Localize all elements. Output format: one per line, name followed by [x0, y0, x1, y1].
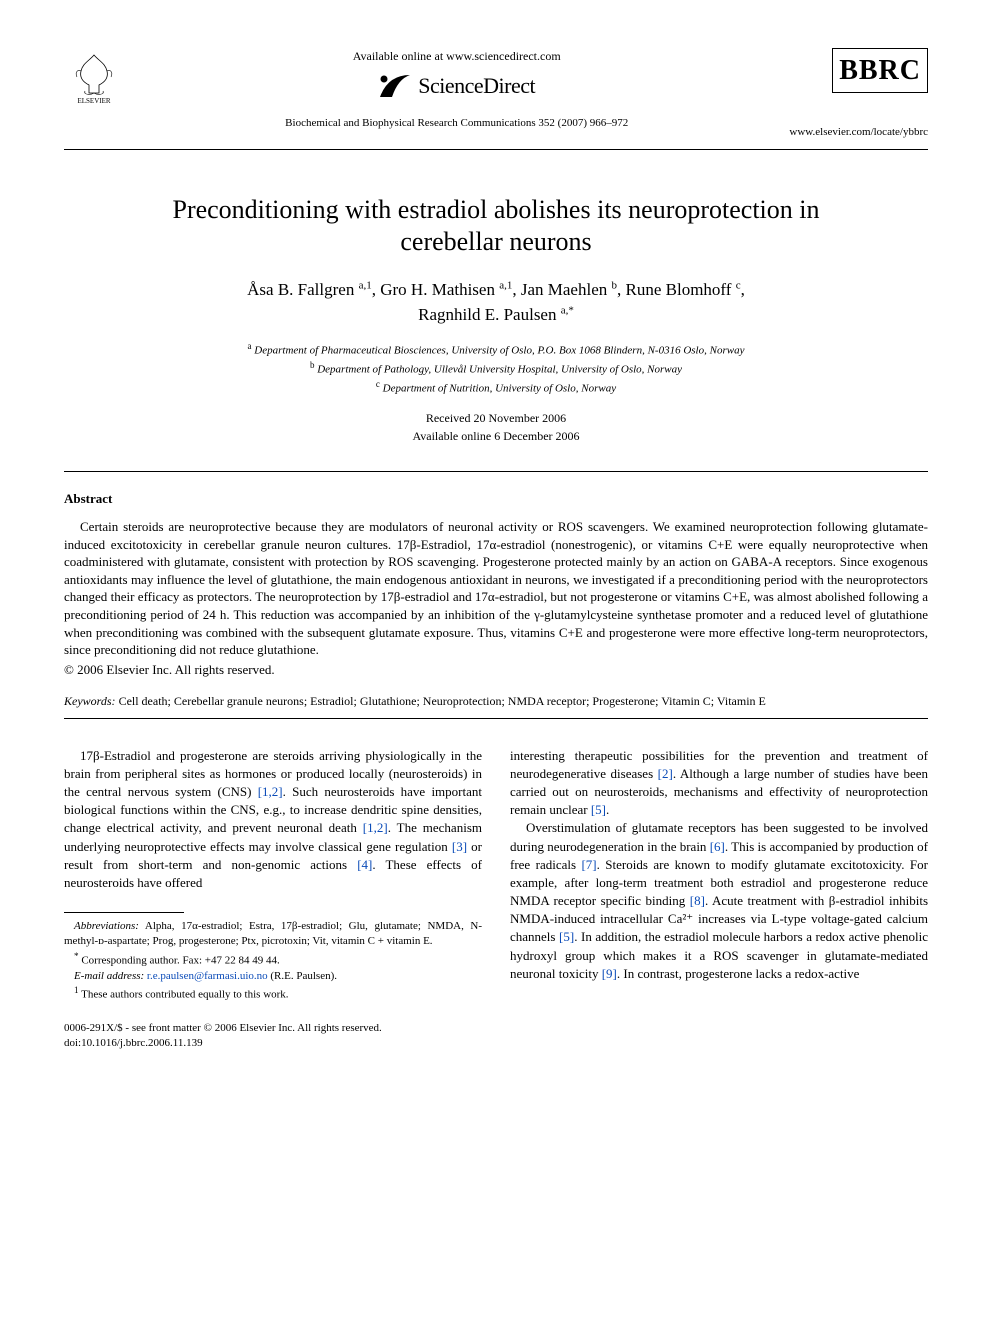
sciencedirect-text: ScienceDirect	[418, 71, 535, 102]
bbrc-logo: BBRC	[832, 48, 928, 93]
header-center: Available online at www.sciencedirect.co…	[124, 48, 789, 131]
ref-link[interactable]: [8]	[690, 893, 705, 908]
author-5-sup: a,*	[561, 304, 574, 316]
ref-link[interactable]: [4]	[357, 857, 372, 872]
ref-link[interactable]: [5]	[591, 802, 606, 817]
ref-link[interactable]: [6]	[710, 839, 725, 854]
column-right: interesting therapeutic possibilities fo…	[510, 747, 928, 1004]
abbreviations-footnote: Abbreviations: Alpha, 17α-estradiol; Est…	[64, 919, 482, 950]
author-5: Ragnhild E. Paulsen	[418, 305, 561, 324]
divider	[64, 471, 928, 472]
author-2-sup: a,1	[499, 279, 512, 291]
article-dates: Received 20 November 2006 Available onli…	[64, 409, 928, 445]
journal-citation: Biochemical and Biophysical Research Com…	[144, 116, 769, 131]
available-online-text: Available online at www.sciencedirect.co…	[144, 48, 769, 65]
footnote-divider	[64, 912, 184, 913]
sciencedirect-swoosh-icon	[378, 71, 412, 101]
paragraph: 17β-Estradiol and progesterone are stero…	[64, 747, 482, 893]
sep: ,	[617, 280, 626, 299]
sep: ,	[512, 280, 521, 299]
authors-list: Åsa B. Fallgren a,1, Gro H. Mathisen a,1…	[64, 277, 928, 328]
journal-url: www.elsevier.com/locate/ybbrc	[789, 125, 928, 140]
doi: doi:10.1016/j.bbrc.2006.11.139	[64, 1037, 203, 1049]
author-1-sup: a,1	[359, 279, 372, 291]
abstract-body: Certain steroids are neuroprotective bec…	[64, 518, 928, 658]
sciencedirect-logo: ScienceDirect	[144, 71, 769, 102]
body-text: . In contrast, progesterone lacks a redo…	[617, 966, 860, 981]
journal-header: ELSEVIER Available online at www.science…	[64, 48, 928, 150]
online-date: Available online 6 December 2006	[412, 429, 579, 443]
corresponding-footnote: * Corresponding author. Fax: +47 22 84 4…	[64, 950, 482, 969]
email-tail: (R.E. Paulsen).	[268, 970, 337, 982]
ref-link[interactable]: [7]	[581, 857, 596, 872]
article-title: Preconditioning with estradiol abolishes…	[124, 194, 868, 259]
abstract-copyright: © 2006 Elsevier Inc. All rights reserved…	[64, 661, 928, 679]
aff-b: Department of Pathology, Ullevål Univers…	[314, 363, 682, 375]
publisher-block: ELSEVIER	[64, 48, 124, 112]
divider	[64, 718, 928, 719]
paragraph: Overstimulation of glutamate receptors h…	[510, 819, 928, 983]
header-right: BBRC www.elsevier.com/locate/ybbrc	[789, 48, 928, 141]
ref-link[interactable]: [3]	[452, 839, 467, 854]
elsevier-logo: ELSEVIER	[64, 48, 124, 112]
abbrev-label: Abbreviations:	[74, 920, 139, 932]
sep: ,	[372, 280, 381, 299]
ref-link[interactable]: [2]	[658, 766, 673, 781]
sep: ,	[741, 280, 745, 299]
ref-link[interactable]: [1,2]	[258, 784, 283, 799]
footnotes: Abbreviations: Alpha, 17α-estradiol; Est…	[64, 919, 482, 1003]
email-label: E-mail address:	[74, 970, 144, 982]
received-date: Received 20 November 2006	[426, 411, 566, 425]
ref-link[interactable]: [9]	[602, 966, 617, 981]
keywords-label: Keywords:	[64, 694, 116, 708]
aff-c: Department of Nutrition, University of O…	[380, 383, 616, 395]
keywords-line: Keywords: Cell death; Cerebellar granule…	[64, 693, 928, 710]
affiliations: a Department of Pharmaceutical Bioscienc…	[64, 340, 928, 397]
ref-link[interactable]: [5]	[559, 929, 574, 944]
footer-meta: 0006-291X/$ - see front matter © 2006 El…	[64, 1021, 928, 1050]
elsevier-name: ELSEVIER	[77, 97, 110, 107]
column-left: 17β-Estradiol and progesterone are stero…	[64, 747, 482, 1004]
corr-text: Corresponding author. Fax: +47 22 84 49 …	[79, 955, 280, 967]
keywords-list: Cell death; Cerebellar granule neurons; …	[116, 694, 766, 708]
author-1: Åsa B. Fallgren	[247, 280, 358, 299]
author-2: Gro H. Mathisen	[380, 280, 499, 299]
elsevier-tree-icon	[71, 53, 117, 97]
aff-a: Department of Pharmaceutical Biosciences…	[252, 344, 745, 356]
author-3: Jan Maehlen	[521, 280, 612, 299]
body-text: .	[606, 802, 609, 817]
paragraph: interesting therapeutic possibilities fo…	[510, 747, 928, 820]
contrib-text: These authors contributed equally to thi…	[79, 989, 289, 1001]
email-link[interactable]: r.e.paulsen@farmasi.uio.no	[144, 970, 267, 982]
body-columns: 17β-Estradiol and progesterone are stero…	[64, 747, 928, 1004]
front-matter: 0006-291X/$ - see front matter © 2006 El…	[64, 1022, 382, 1034]
ref-link[interactable]: [1,2]	[363, 820, 388, 835]
email-footnote: E-mail address: r.e.paulsen@farmasi.uio.…	[64, 969, 482, 984]
contribution-footnote: 1 These authors contributed equally to t…	[64, 984, 482, 1003]
abstract-heading: Abstract	[64, 490, 928, 508]
author-4: Rune Blomhoff	[626, 280, 736, 299]
